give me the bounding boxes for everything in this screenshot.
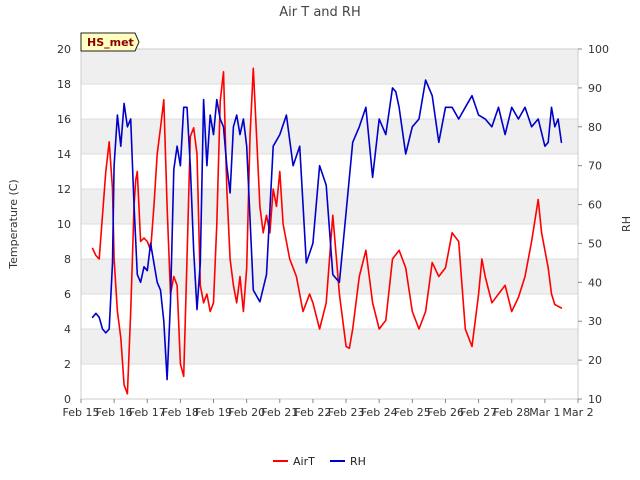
x-tick-label: Feb 23 bbox=[328, 406, 365, 419]
station-label-box bbox=[80, 32, 140, 52]
x-tick-label: Feb 19 bbox=[195, 406, 232, 419]
y-right-tick-label: 50 bbox=[588, 237, 602, 250]
y-right-tick-label: 10 bbox=[588, 393, 602, 406]
y-left-tick-label: 14 bbox=[57, 148, 71, 161]
y-left-tick-label: 20 bbox=[57, 43, 71, 56]
y-right-tick-label: 80 bbox=[588, 121, 602, 134]
y-left-tick-label: 2 bbox=[64, 358, 71, 371]
chart-title: Air T and RH bbox=[279, 5, 360, 20]
x-tick-label: Feb 20 bbox=[228, 406, 265, 419]
band bbox=[81, 189, 578, 224]
y-left-tick-label: 16 bbox=[57, 113, 71, 126]
y-right-tick-label: 60 bbox=[588, 199, 602, 212]
x-tick-label: Feb 15 bbox=[63, 406, 100, 419]
x-tick-label: Feb 28 bbox=[493, 406, 530, 419]
band bbox=[81, 49, 578, 84]
band bbox=[81, 119, 578, 154]
y-left-tick-label: 4 bbox=[64, 323, 71, 336]
x-tick-label: Feb 16 bbox=[96, 406, 133, 419]
plot-area bbox=[80, 48, 579, 400]
band bbox=[81, 329, 578, 364]
y-left-tick-label: 18 bbox=[57, 78, 71, 91]
x-tick-label: Feb 22 bbox=[294, 406, 331, 419]
y-axis-right-label: RH bbox=[620, 216, 633, 232]
x-tick-label: Feb 27 bbox=[460, 406, 497, 419]
x-tick-label: Feb 25 bbox=[394, 406, 431, 419]
series bbox=[91, 67, 563, 395]
legend-label-rh: RH bbox=[350, 455, 366, 468]
station-label: HS_met bbox=[80, 32, 140, 52]
y-left-tick-label: 0 bbox=[64, 393, 71, 406]
y-right-tick-label: 70 bbox=[588, 160, 602, 173]
y-axis-left: 0 2 4 6 8 10 12 14 16 18 20 bbox=[57, 43, 71, 406]
y-axis-left-label: Temperature (C) bbox=[7, 179, 20, 269]
y-left-tick-label: 12 bbox=[57, 183, 71, 196]
x-tick-label: Mar 1 bbox=[529, 406, 560, 419]
x-tick-label: Feb 26 bbox=[427, 406, 464, 419]
y-left-tick-label: 8 bbox=[64, 253, 71, 266]
y-left-tick-label: 10 bbox=[57, 218, 71, 231]
series-line-rh bbox=[91, 79, 563, 381]
y-left-tick-label: 6 bbox=[64, 288, 71, 301]
x-tick-label: Feb 17 bbox=[129, 406, 166, 419]
station-label-text: HS_met bbox=[87, 36, 134, 49]
y-right-tick-label: 30 bbox=[588, 315, 602, 328]
series-line-airt bbox=[91, 67, 563, 395]
x-tick-label: Mar 2 bbox=[562, 406, 593, 419]
y-right-tick-label: 90 bbox=[588, 82, 602, 95]
legend-label-airt: AirT bbox=[293, 455, 315, 468]
y-right-tick-label: 20 bbox=[588, 354, 602, 367]
x-tick-label: Feb 18 bbox=[162, 406, 199, 419]
y-right-tick-label: 100 bbox=[588, 43, 609, 56]
x-tick-label: Feb 21 bbox=[261, 406, 298, 419]
background-bands bbox=[81, 49, 578, 364]
y-right-tick-label: 40 bbox=[588, 276, 602, 289]
x-tick-label: Feb 24 bbox=[361, 406, 398, 419]
y-axis-right: 10 20 30 40 50 60 70 80 90 100 bbox=[578, 43, 609, 406]
legend: AirT RH bbox=[273, 455, 366, 468]
